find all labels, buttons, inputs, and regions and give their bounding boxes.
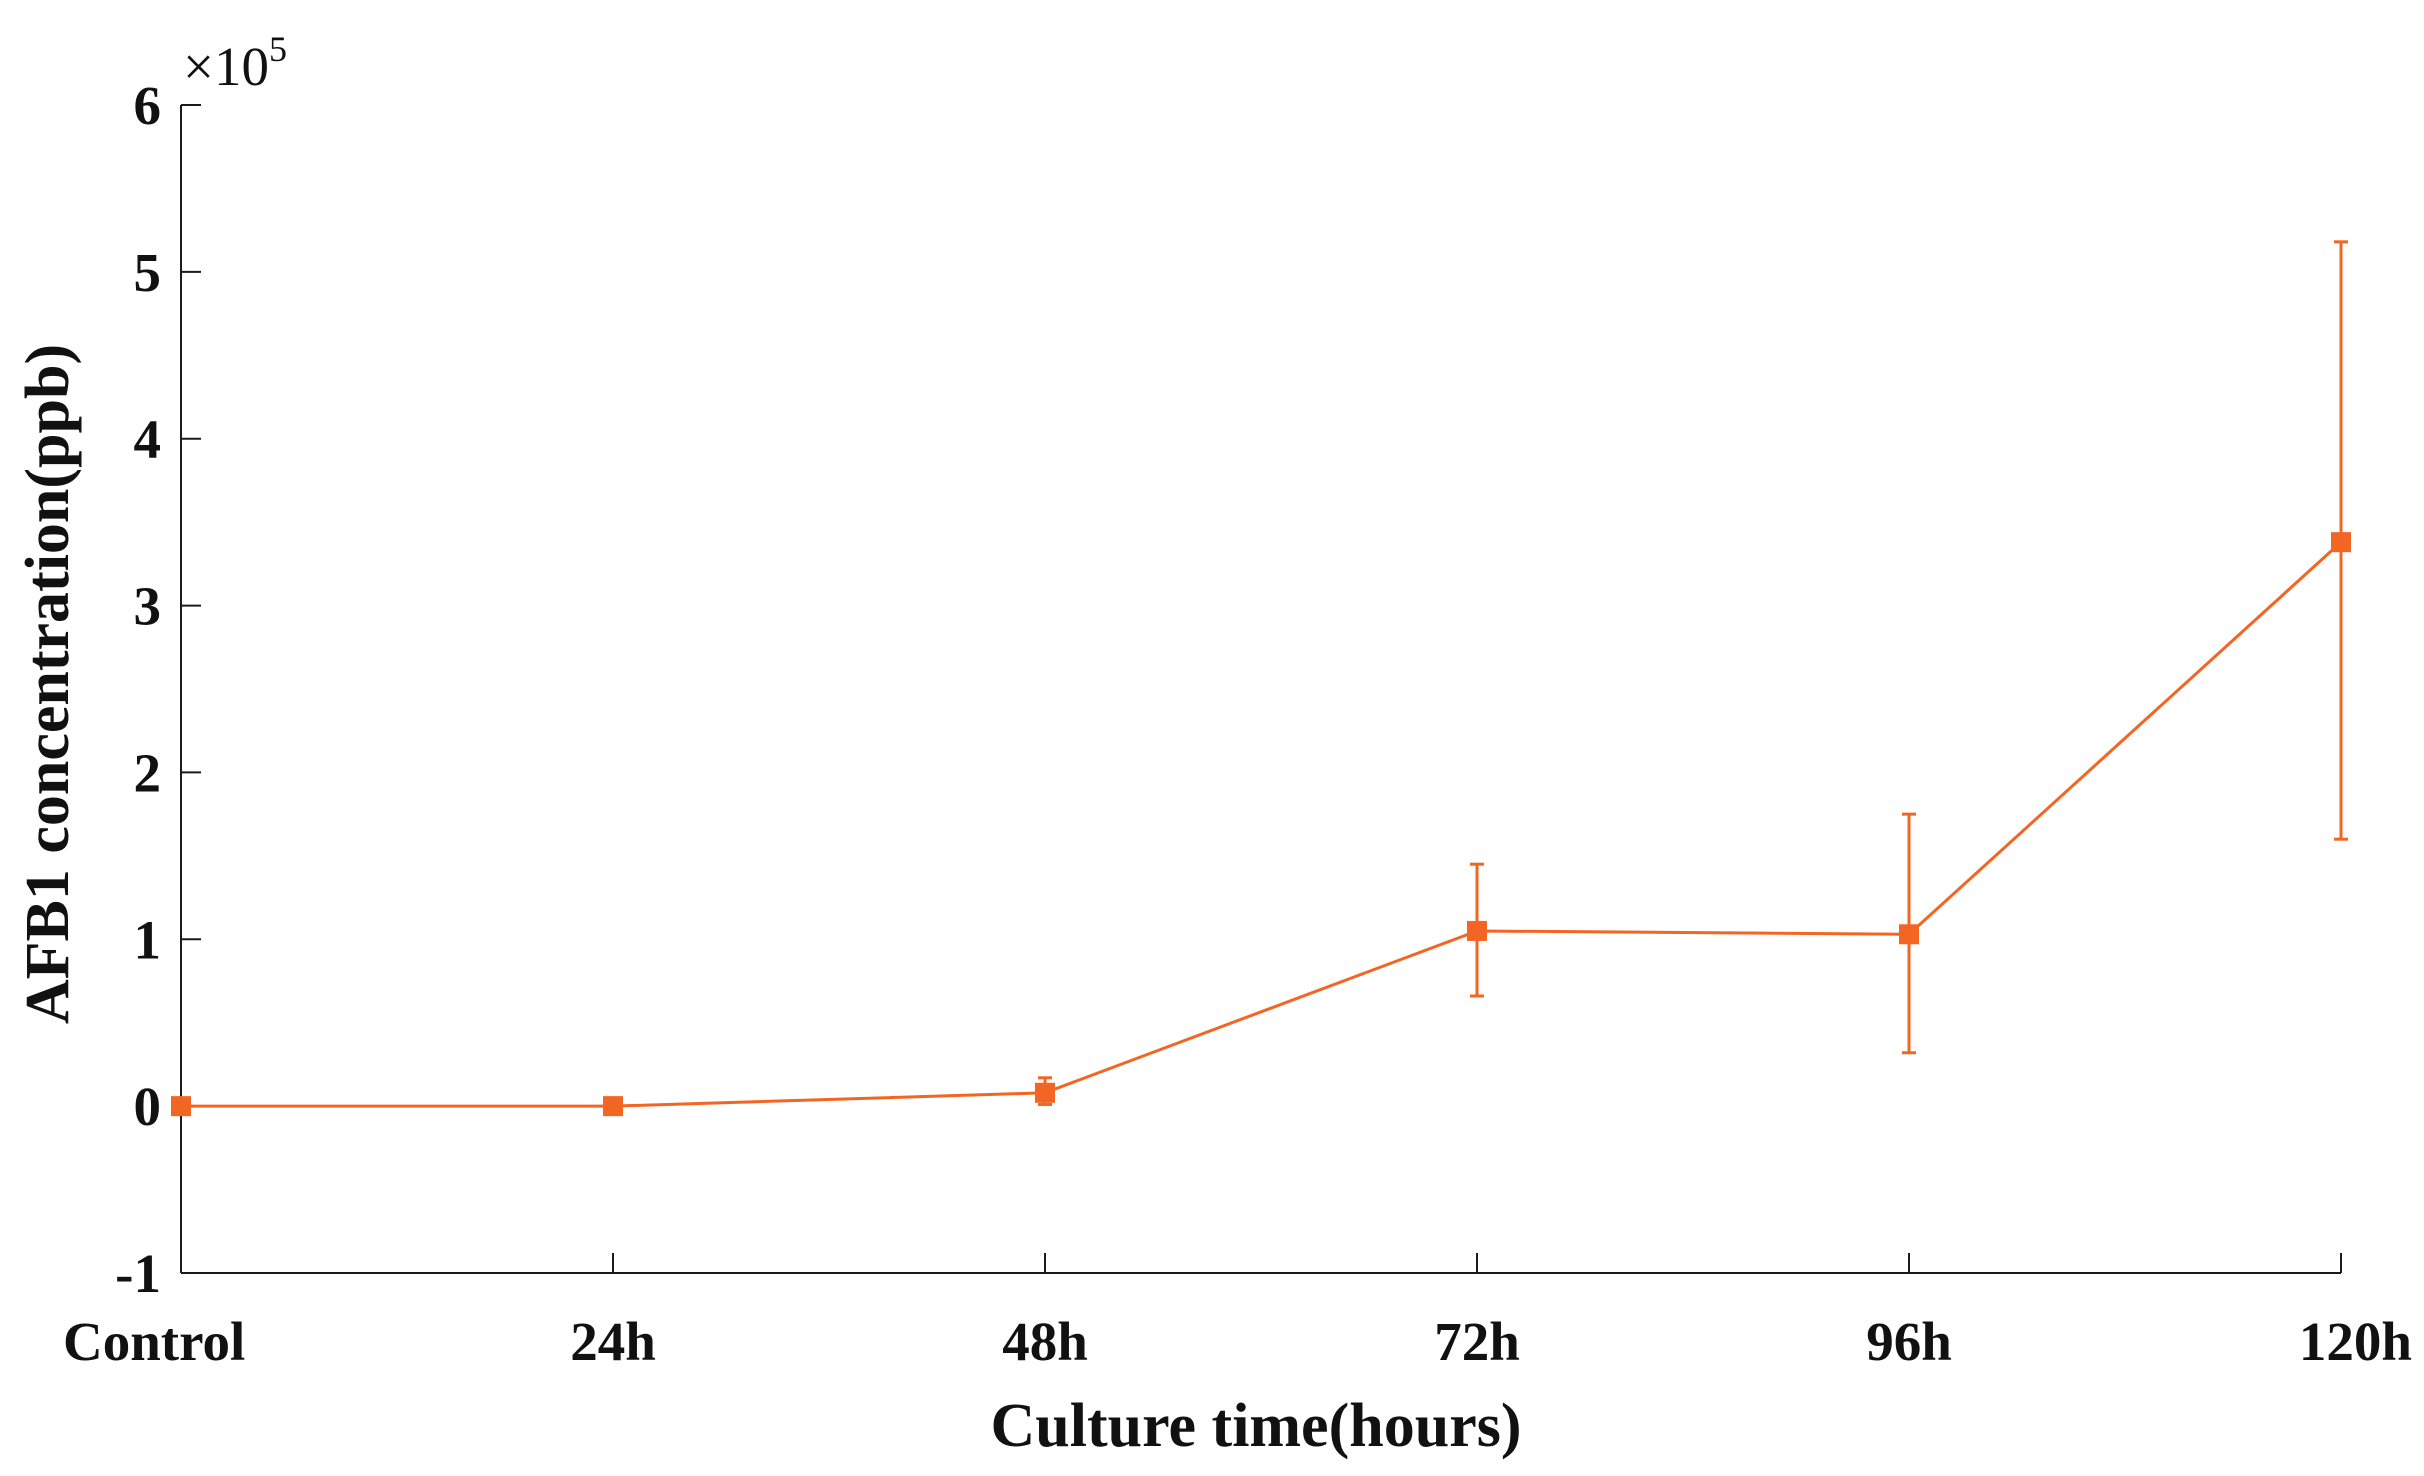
data-point-marker bbox=[2331, 532, 2351, 553]
y-tick-label: 3 bbox=[134, 576, 162, 637]
y-axis-title: AFB1 concentration(ppb) bbox=[14, 344, 82, 1024]
x-tick-label: Control bbox=[63, 1311, 245, 1372]
data-point-marker bbox=[1035, 1082, 1055, 1103]
y-tick-label: 5 bbox=[134, 242, 162, 303]
chart-axes bbox=[180, 105, 2341, 1274]
y-multiplier-exponent: 5 bbox=[269, 29, 287, 69]
y-multiplier-prefix: × bbox=[183, 36, 214, 97]
y-tick-label: 0 bbox=[134, 1076, 162, 1137]
y-tick-label: 4 bbox=[134, 409, 162, 470]
x-tick-label: 120h bbox=[2299, 1311, 2412, 1372]
x-tick-label: 48h bbox=[1002, 1311, 1088, 1372]
x-axis-title: Culture time(hours) bbox=[991, 1392, 1522, 1460]
y-tick-label: 2 bbox=[134, 742, 162, 803]
y-multiplier-base: 10 bbox=[214, 36, 269, 97]
series-layer bbox=[171, 240, 2351, 1117]
series-line bbox=[181, 541, 2343, 1108]
y-tick-label: -1 bbox=[115, 1243, 161, 1304]
data-point-marker bbox=[171, 1096, 191, 1117]
y-tick-label: 6 bbox=[134, 75, 162, 136]
y-tick-label: 1 bbox=[134, 909, 162, 970]
data-point-marker bbox=[603, 1096, 623, 1117]
x-tick-label: 24h bbox=[570, 1311, 656, 1372]
y-axis-multiplier: ×105 bbox=[183, 29, 287, 97]
x-tick-label: 72h bbox=[1434, 1311, 1520, 1372]
data-point-marker bbox=[1899, 924, 1919, 945]
x-axis-ticks: Control 24h 48h 72h 96h 120h bbox=[63, 1253, 2412, 1372]
y-axis-ticks: -1 0 1 2 3 4 5 6 bbox=[115, 75, 201, 1304]
data-point-marker bbox=[1467, 920, 1487, 941]
x-tick-label: 96h bbox=[1866, 1311, 1952, 1372]
